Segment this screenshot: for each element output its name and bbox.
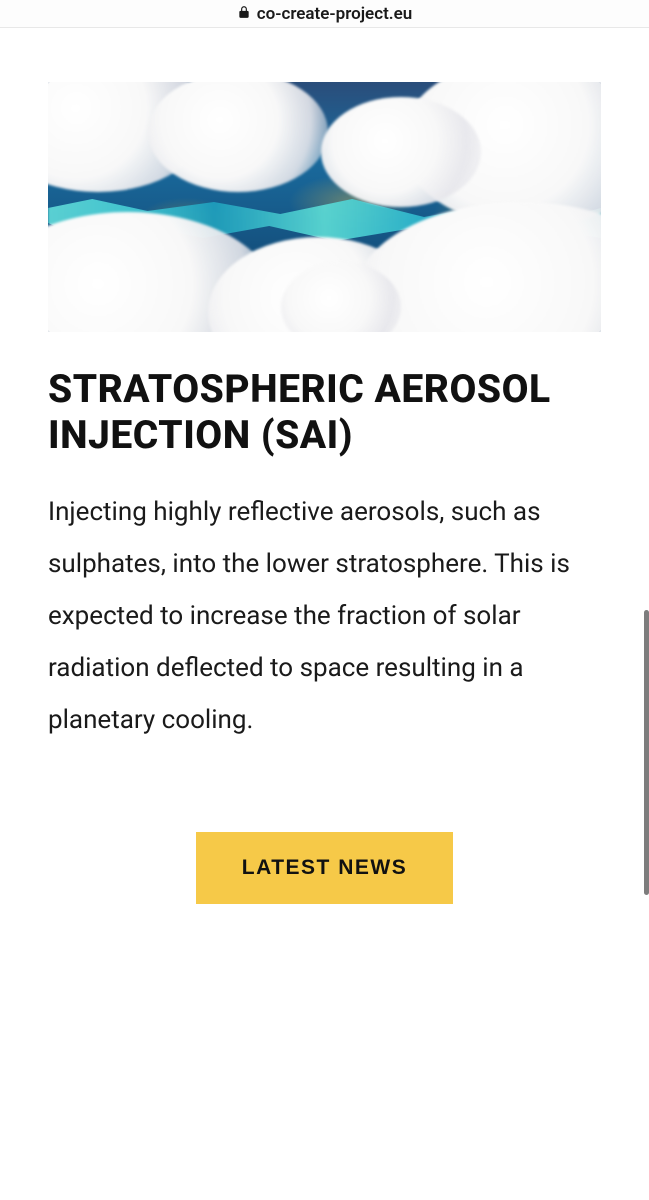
browser-url-bar[interactable]: co-create-project.eu [0,0,649,28]
latest-news-button[interactable]: LATEST NEWS [196,832,453,904]
cta-container: LATEST NEWS [48,832,601,904]
hero-image [48,82,601,332]
url-domain-text: co-create-project.eu [257,4,413,24]
lock-icon [237,4,251,24]
scrollbar-thumb[interactable] [644,610,649,895]
page-content: STRATOSPHERIC AEROSOL INJECTION (SAI) In… [0,28,649,904]
article-title: STRATOSPHERIC AEROSOL INJECTION (SAI) [48,366,601,458]
article-body: Injecting highly reflective aerosols, su… [48,486,601,746]
